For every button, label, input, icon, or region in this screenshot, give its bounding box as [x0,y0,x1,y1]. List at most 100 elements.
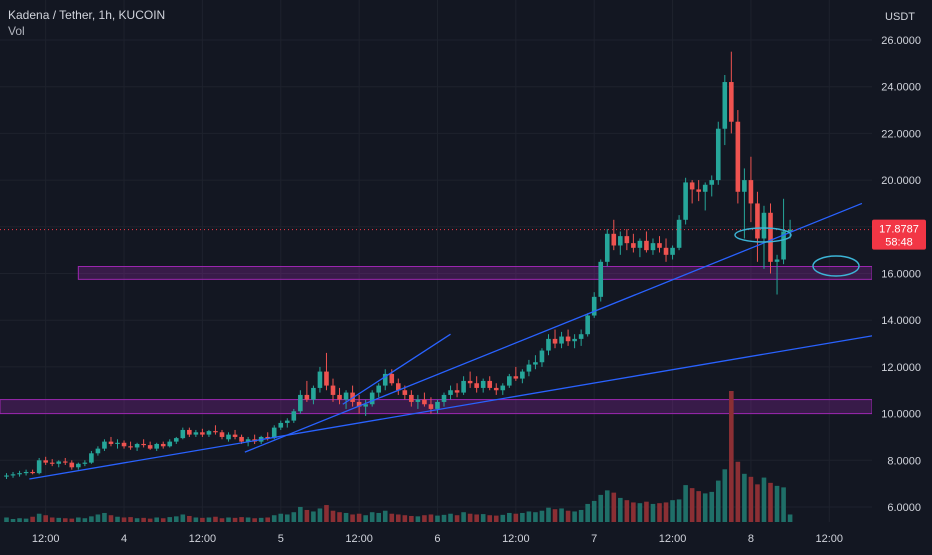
candle[interactable] [23,469,29,476]
candle[interactable] [702,182,708,211]
candle[interactable] [232,429,238,440]
candle[interactable] [30,469,35,475]
candle[interactable] [676,215,682,251]
candle[interactable] [715,121,721,185]
candle[interactable] [56,460,62,468]
candle[interactable] [324,352,329,391]
candle[interactable] [337,387,342,405]
candle[interactable] [376,383,382,398]
candle[interactable] [637,238,643,258]
candle[interactable] [520,369,525,384]
candle[interactable] [663,238,669,262]
support-zone[interactable] [77,265,873,280]
candle[interactable] [768,203,773,274]
candle[interactable] [507,373,512,388]
candle[interactable] [787,219,793,239]
candle[interactable] [304,380,310,402]
candle[interactable] [578,329,584,346]
candle[interactable] [128,441,133,450]
candle[interactable] [160,441,166,449]
candle[interactable] [317,366,323,393]
price-axis[interactable] [872,0,932,550]
candle[interactable] [108,436,114,447]
candle[interactable] [748,156,754,223]
candle[interactable] [167,439,173,448]
candle[interactable] [89,450,94,464]
candle[interactable] [200,428,205,437]
candle[interactable] [69,460,75,470]
candle[interactable] [82,460,88,467]
candle[interactable] [36,457,42,475]
candle[interactable] [461,376,466,395]
candle[interactable] [454,383,460,398]
candle[interactable] [298,390,303,414]
candle[interactable] [657,236,662,253]
candle[interactable] [683,177,688,225]
candle[interactable] [226,432,231,442]
candle[interactable] [624,229,630,251]
candle[interactable] [415,394,421,409]
candle[interactable] [546,334,551,356]
candle[interactable] [76,462,81,470]
candle[interactable] [598,259,604,302]
candle[interactable] [533,355,538,370]
candle[interactable] [95,446,101,456]
candle[interactable] [356,394,362,414]
candle[interactable] [141,439,146,448]
candle[interactable] [670,245,675,260]
candle[interactable] [631,233,636,253]
candle[interactable] [552,329,558,349]
candle[interactable] [709,175,715,197]
candle[interactable] [17,470,22,477]
candle[interactable] [43,456,48,465]
candle[interactable] [644,231,649,253]
candle[interactable] [729,51,734,134]
candle[interactable] [154,442,159,451]
candle[interactable] [363,399,368,416]
candle[interactable] [62,457,68,465]
candle[interactable] [291,408,297,423]
candle[interactable] [618,231,623,255]
candle[interactable] [441,392,447,407]
candle[interactable] [493,383,499,395]
candle[interactable] [591,292,597,318]
candle[interactable] [480,378,486,393]
candle[interactable] [467,371,473,388]
candle[interactable] [650,238,656,255]
candle[interactable] [311,385,316,405]
candle[interactable] [134,442,140,451]
drawn-ellipse-annotation[interactable] [812,255,860,277]
drawn-ellipse-annotation[interactable] [734,227,792,243]
candle[interactable] [343,390,349,409]
candle[interactable] [500,383,506,395]
candle[interactable] [396,378,401,395]
candle[interactable] [604,229,610,267]
candle[interactable] [448,385,453,400]
candle[interactable] [10,471,16,478]
volume-indicator-label[interactable]: Vol [8,24,25,38]
candle[interactable] [409,390,414,407]
candle[interactable] [206,429,212,437]
candle[interactable] [187,427,192,437]
candle[interactable] [180,427,186,440]
candle[interactable] [115,439,120,449]
candle[interactable] [284,418,290,428]
candle[interactable] [219,429,225,440]
candle[interactable] [513,366,519,381]
candle[interactable] [774,254,780,295]
candle[interactable] [193,429,199,437]
candle[interactable] [781,198,786,265]
candle[interactable] [49,459,55,467]
candle[interactable] [755,191,760,262]
symbol-title[interactable]: Kadena / Tether, 1h, KUCOIN [8,8,166,22]
candle[interactable] [585,313,590,337]
candle[interactable] [147,441,153,450]
candle[interactable] [559,331,564,349]
candle[interactable] [565,329,571,346]
candle[interactable] [4,473,9,479]
candle[interactable] [722,75,728,146]
candle[interactable] [689,180,695,204]
